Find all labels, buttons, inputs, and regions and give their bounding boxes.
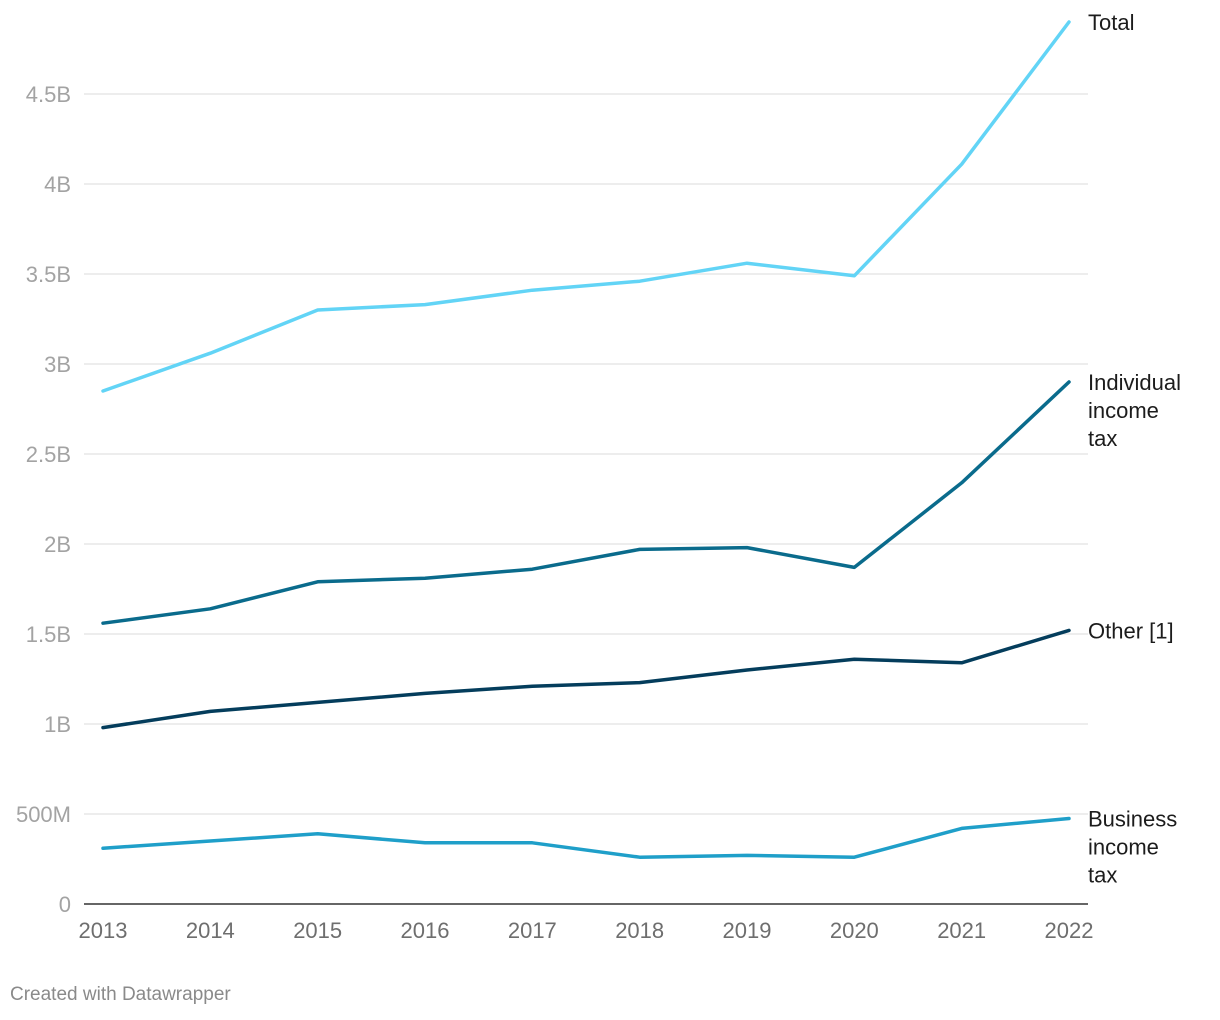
y-tick-label: 4.5B: [26, 82, 71, 107]
x-tick-label: 2015: [293, 918, 342, 943]
y-tick-label: 0: [59, 892, 71, 917]
x-tick-label: 2013: [79, 918, 128, 943]
series-label-total: Total: [1088, 10, 1134, 35]
gridlines: [84, 93, 1088, 905]
y-tick-label: 500M: [16, 802, 71, 827]
y-tick-label: 1B: [44, 712, 71, 737]
y-tick-label: 2.5B: [26, 442, 71, 467]
x-tick-label: 2020: [830, 918, 879, 943]
x-tick-label: 2017: [508, 918, 557, 943]
x-tick-label: 2018: [615, 918, 664, 943]
y-axis: 0 500M 1B 1.5B 2B 2.5B 3B 3.5B 4B 4.5B: [16, 82, 71, 917]
series-line-other-1: [101, 628, 1071, 730]
series-line-individual-income-tax: [101, 380, 1071, 625]
series-labels: Total Individual income tax Other [1] Busines…: [1088, 10, 1181, 888]
series-label-other-1: Other [1]: [1088, 618, 1174, 643]
series-label-business-income-tax: Business income tax: [1088, 807, 1177, 888]
y-tick-label: 1.5B: [26, 622, 71, 647]
x-tick-label: 2019: [723, 918, 772, 943]
y-tick-label: 3.5B: [26, 262, 71, 287]
x-tick-label: 2022: [1045, 918, 1094, 943]
series-lines: [101, 20, 1071, 859]
x-tick-label: 2016: [401, 918, 450, 943]
credit-text: Created with Datawrapper: [10, 984, 231, 1005]
y-tick-label: 2B: [44, 532, 71, 557]
x-tick-label: 2021: [937, 918, 986, 943]
series-label-individual-income-tax: Individual income tax: [1088, 370, 1181, 451]
x-axis: 2013 2014 2015 2016 2017 2018 2019 2020 2021 2022: [79, 918, 1094, 943]
series-line-business-income-tax: [101, 816, 1071, 859]
x-tick-label: 2014: [186, 918, 235, 943]
y-tick-label: 4B: [44, 172, 71, 197]
series-line-total: [101, 20, 1071, 393]
y-tick-label: 3B: [44, 352, 71, 377]
